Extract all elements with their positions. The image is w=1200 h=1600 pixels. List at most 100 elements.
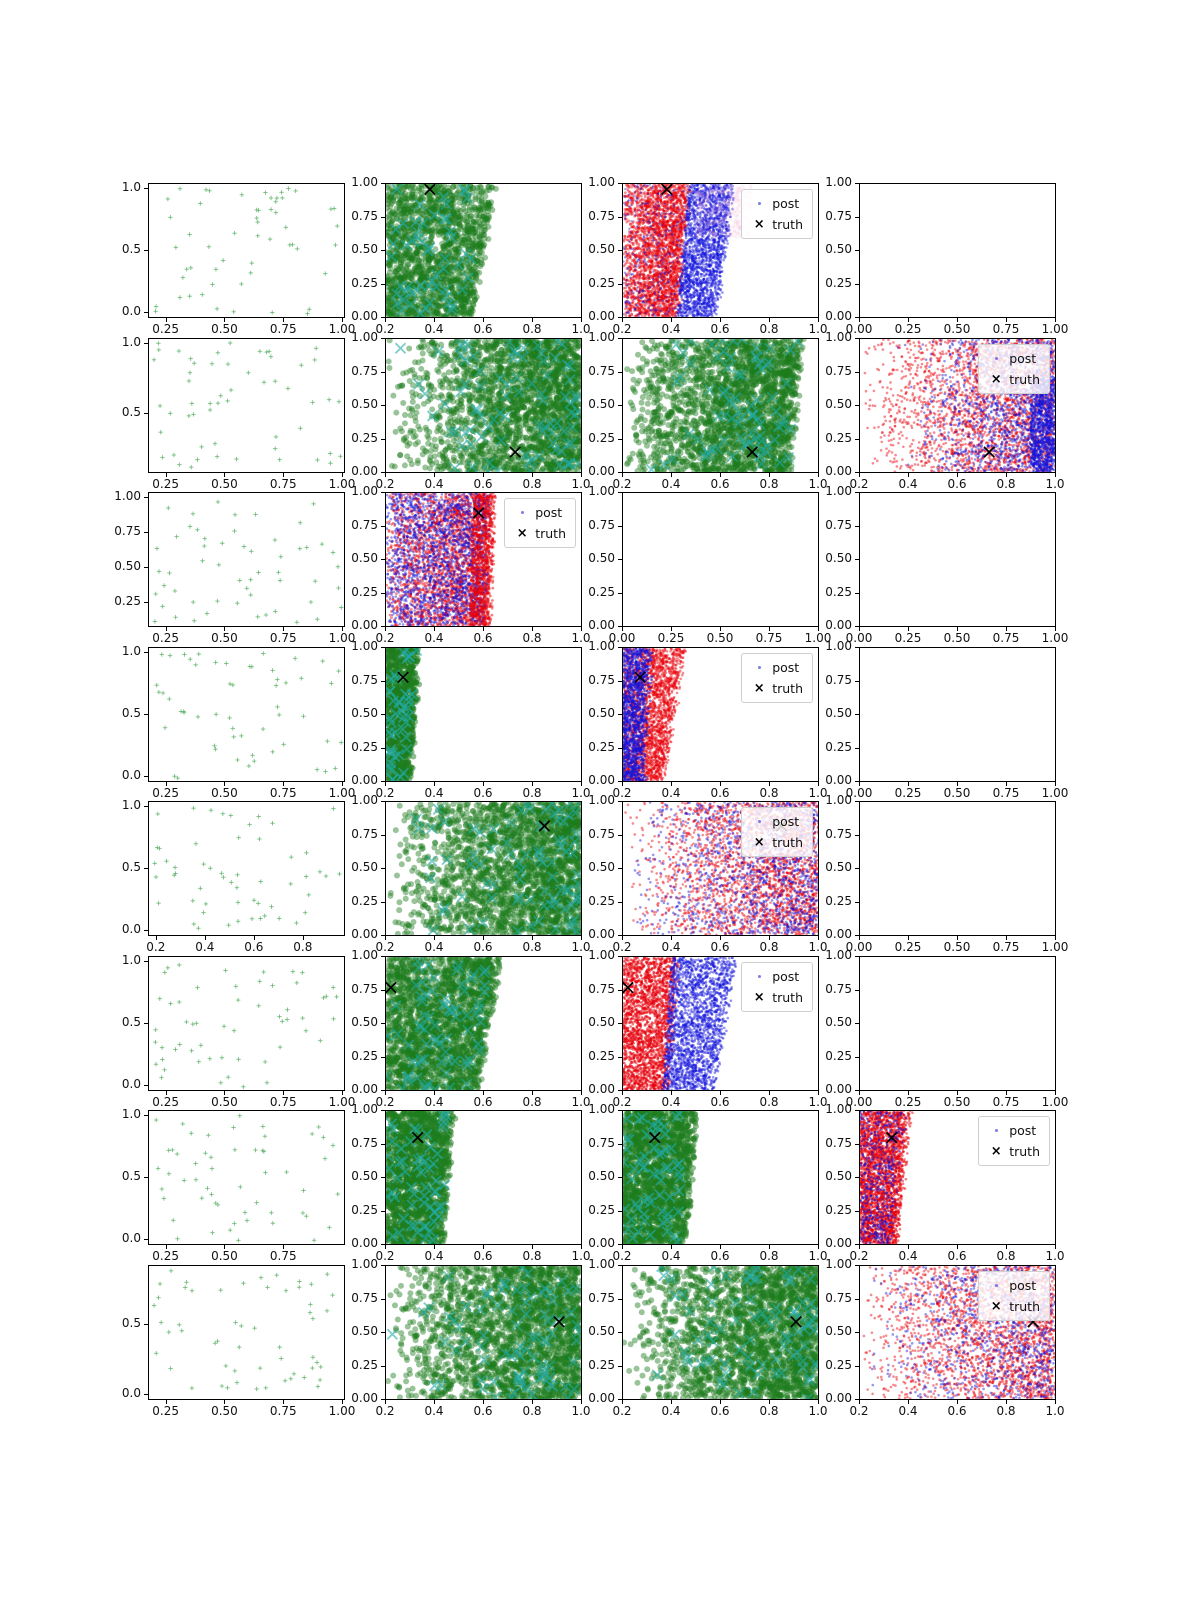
y-tick-mark bbox=[618, 283, 622, 285]
x-tick-label: 0.25 bbox=[894, 786, 922, 800]
post-marker-icon bbox=[983, 357, 1009, 360]
x-tick-label: 0.6 bbox=[710, 786, 730, 800]
x-tick-mark bbox=[818, 782, 819, 786]
y-tick-mark bbox=[855, 1177, 859, 1178]
y-tick-mark bbox=[618, 1023, 622, 1024]
y-tick-label: 1.00 bbox=[825, 1102, 852, 1116]
x-tick-mark bbox=[671, 1245, 672, 1249]
x-tick-label: 0.2 bbox=[375, 631, 395, 645]
x-tick-mark bbox=[908, 473, 909, 477]
y-tick-label: 0.75 bbox=[588, 208, 615, 223]
x-tick-label: 0.8 bbox=[522, 1404, 542, 1418]
x-tick-mark bbox=[434, 1245, 435, 1249]
x-tick-label: 1.0 bbox=[808, 1404, 828, 1418]
x-tick-mark bbox=[342, 318, 344, 322]
x-tick-label: 1.0 bbox=[571, 1095, 591, 1109]
x-tick-mark bbox=[434, 1400, 435, 1404]
x-tick-mark bbox=[859, 627, 860, 631]
y-tick-mark bbox=[618, 1056, 622, 1058]
x-tick-label: 0.4 bbox=[424, 1404, 444, 1418]
y-tick-mark bbox=[855, 1143, 859, 1145]
subplot-r4c4 bbox=[859, 647, 1056, 782]
y-tick-mark bbox=[381, 868, 385, 869]
x-tick-mark bbox=[1055, 627, 1056, 631]
plot-legend: post × truth bbox=[741, 807, 813, 857]
x-tick-mark bbox=[720, 318, 721, 322]
x-tick-label: 1.0 bbox=[1045, 477, 1065, 491]
x-tick-mark bbox=[224, 1400, 226, 1404]
truth-marker-icon: × bbox=[990, 1144, 1002, 1159]
legend-entry-post: post bbox=[746, 657, 803, 678]
x-tick-mark bbox=[434, 782, 435, 786]
x-tick-label: 0.50 bbox=[706, 631, 734, 645]
x-tick-label: 0.6 bbox=[473, 1249, 493, 1263]
y-tick-mark bbox=[381, 250, 385, 251]
legend-post-label: post bbox=[1009, 351, 1037, 366]
y-tick-mark bbox=[618, 1143, 622, 1145]
x-tick-label: 0.8 bbox=[522, 631, 542, 645]
y-tick-mark bbox=[381, 525, 385, 527]
y-tick-mark bbox=[618, 216, 622, 218]
y-tick-label: 0.00 bbox=[588, 1236, 615, 1250]
x-tick-label: 0.8 bbox=[996, 477, 1016, 491]
y-tick-label: 1.00 bbox=[351, 793, 378, 807]
subplot-r3c4 bbox=[859, 492, 1056, 627]
y-tick-label: 0.00 bbox=[588, 1391, 615, 1405]
plot-legend: post × truth bbox=[978, 1271, 1050, 1321]
x-tick-label: 0.2 bbox=[612, 940, 632, 954]
y-tick-mark bbox=[381, 714, 385, 715]
y-tick-mark bbox=[381, 680, 385, 682]
x-tick-label: 0.25 bbox=[894, 631, 922, 645]
x-tick-label: 0.25 bbox=[894, 940, 922, 954]
x-tick-label: 0.4 bbox=[898, 1404, 918, 1418]
y-tick-mark bbox=[855, 1265, 859, 1266]
y-tick-label: 0.75 bbox=[351, 826, 378, 841]
y-tick-mark bbox=[381, 1210, 385, 1212]
y-tick-label: 0.00 bbox=[825, 464, 852, 478]
x-tick-mark bbox=[434, 473, 435, 477]
x-tick-mark bbox=[342, 1400, 344, 1404]
scatter-canvas-r7c1 bbox=[149, 1111, 344, 1244]
x-tick-mark bbox=[859, 782, 860, 786]
x-tick-label: 0.6 bbox=[710, 322, 730, 336]
x-tick-mark bbox=[532, 936, 533, 940]
y-tick-mark bbox=[618, 317, 622, 318]
y-tick-label: 0.00 bbox=[825, 773, 852, 787]
y-tick-label: 0.5 bbox=[121, 706, 141, 720]
x-tick-label: 0.75 bbox=[992, 1095, 1020, 1109]
x-tick-label: 0.75 bbox=[992, 786, 1020, 800]
x-tick-label: 1.0 bbox=[808, 786, 828, 800]
x-tick-label: 0.25 bbox=[894, 322, 922, 336]
y-tick-mark bbox=[855, 1023, 859, 1024]
y-tick-mark bbox=[618, 1244, 622, 1245]
x-tick-mark bbox=[818, 318, 819, 322]
y-tick-label: 0.50 bbox=[351, 1169, 378, 1183]
x-tick-mark bbox=[622, 1400, 623, 1404]
y-tick-mark bbox=[144, 343, 148, 345]
x-tick-label: 0.4 bbox=[661, 786, 681, 800]
x-tick-label: 0.50 bbox=[943, 322, 971, 336]
y-tick-mark bbox=[855, 338, 859, 339]
subplot-r1c2 bbox=[385, 183, 582, 318]
x-tick-mark bbox=[908, 936, 909, 940]
plot-legend: post × truth bbox=[741, 653, 813, 703]
y-tick-mark bbox=[855, 956, 859, 957]
x-tick-mark bbox=[671, 782, 672, 786]
y-tick-label: 0.5 bbox=[121, 405, 141, 420]
truth-marker-icon: × bbox=[753, 681, 765, 696]
y-tick-label: 0.50 bbox=[825, 1324, 852, 1338]
y-tick-label: 0.25 bbox=[351, 893, 378, 908]
y-tick-label: 0.75 bbox=[351, 363, 378, 378]
y-tick-label: 0.00 bbox=[588, 618, 615, 632]
x-tick-mark bbox=[957, 627, 958, 631]
y-tick-mark bbox=[381, 901, 385, 903]
x-tick-mark bbox=[769, 1245, 770, 1249]
x-tick-mark bbox=[224, 627, 226, 631]
x-tick-mark bbox=[1006, 1400, 1007, 1404]
x-tick-label: 0.8 bbox=[996, 1404, 1016, 1418]
y-tick-label: 1.00 bbox=[588, 1102, 615, 1116]
legend-post-label: post bbox=[772, 660, 800, 675]
x-tick-mark bbox=[859, 1400, 860, 1404]
x-tick-label: 0.8 bbox=[522, 786, 542, 800]
x-tick-mark bbox=[224, 782, 226, 786]
